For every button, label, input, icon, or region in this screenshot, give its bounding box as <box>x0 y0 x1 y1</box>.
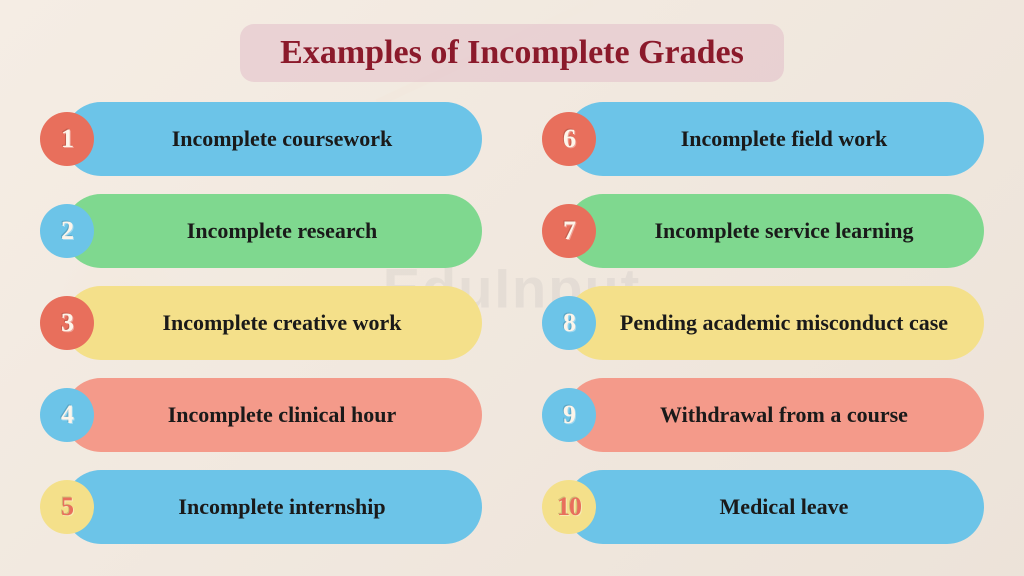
title-wrap: Examples of Incomplete Grades <box>40 24 984 82</box>
item-pill: Incomplete field work <box>566 102 984 176</box>
list-item: Incomplete service learning 7 <box>542 192 984 270</box>
number-badge: 1 <box>40 112 94 166</box>
item-label: Incomplete research <box>187 218 377 243</box>
item-pill: Incomplete internship <box>64 470 482 544</box>
list-item: Incomplete field work 6 <box>542 100 984 178</box>
badge-number: 5 <box>61 492 73 522</box>
badge-number: 6 <box>563 124 575 154</box>
number-badge: 8 <box>542 296 596 350</box>
number-badge: 4 <box>40 388 94 442</box>
number-badge: 7 <box>542 204 596 258</box>
item-pill: Pending academic misconduct case <box>566 286 984 360</box>
number-badge: 2 <box>40 204 94 258</box>
item-pill: Incomplete research <box>64 194 482 268</box>
right-column: Incomplete field work 6 Incomplete service… <box>542 100 984 546</box>
item-label: Incomplete field work <box>681 126 888 151</box>
number-badge: 6 <box>542 112 596 166</box>
item-pill: Withdrawal from a course <box>566 378 984 452</box>
list-item: Incomplete coursework 1 <box>40 100 482 178</box>
list-item: Incomplete clinical hour 4 <box>40 376 482 454</box>
item-label: Pending academic misconduct case <box>620 310 948 335</box>
number-badge: 10 <box>542 480 596 534</box>
item-label: Incomplete internship <box>178 494 385 519</box>
item-label: Incomplete creative work <box>162 310 401 335</box>
item-label: Incomplete clinical hour <box>168 402 397 427</box>
badge-number: 8 <box>563 308 575 338</box>
list-item: Withdrawal from a course 9 <box>542 376 984 454</box>
badge-number: 9 <box>563 400 575 430</box>
list-item: Medical leave 10 <box>542 468 984 546</box>
number-badge: 5 <box>40 480 94 534</box>
item-label: Incomplete coursework <box>172 126 393 151</box>
list-item: Pending academic misconduct case 8 <box>542 284 984 362</box>
badge-number: 10 <box>557 492 581 522</box>
item-pill: Incomplete service learning <box>566 194 984 268</box>
number-badge: 9 <box>542 388 596 442</box>
item-label: Withdrawal from a course <box>660 402 908 427</box>
item-label: Medical leave <box>720 494 849 519</box>
item-label: Incomplete service learning <box>654 218 913 243</box>
badge-number: 1 <box>61 124 73 154</box>
left-column: Incomplete coursework 1 Incomplete researc… <box>40 100 482 546</box>
item-pill: Incomplete coursework <box>64 102 482 176</box>
number-badge: 3 <box>40 296 94 350</box>
badge-number: 3 <box>61 308 73 338</box>
list-item: Incomplete research 2 <box>40 192 482 270</box>
item-pill: Incomplete creative work <box>64 286 482 360</box>
infographic-container: Examples of Incomplete Grades Incomplete… <box>0 0 1024 576</box>
columns: Incomplete coursework 1 Incomplete researc… <box>40 100 984 546</box>
item-pill: Medical leave <box>566 470 984 544</box>
list-item: Incomplete creative work 3 <box>40 284 482 362</box>
item-pill: Incomplete clinical hour <box>64 378 482 452</box>
badge-number: 2 <box>61 216 73 246</box>
list-item: Incomplete internship 5 <box>40 468 482 546</box>
page-title: Examples of Incomplete Grades <box>240 24 784 82</box>
badge-number: 7 <box>563 216 575 246</box>
badge-number: 4 <box>61 400 73 430</box>
